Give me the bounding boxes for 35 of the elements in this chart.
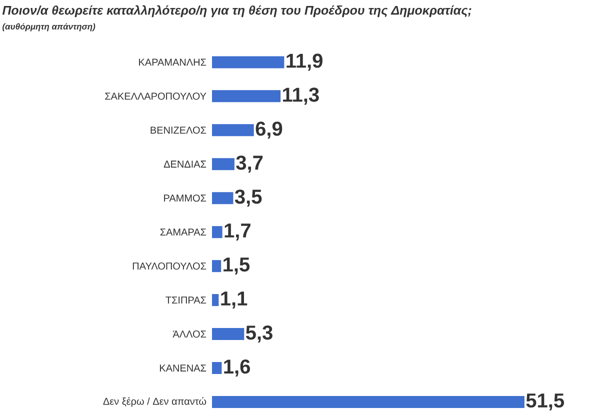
y-tick-label: ΚΑΡΑΜΑΝΛΗΣ: [139, 58, 206, 66]
data-label: 1,6: [224, 359, 250, 377]
y-tick-label: ΣΑΚΕΛΛΑΡΟΠΟΥΛΟΥ: [105, 92, 206, 100]
data-label: 1,5: [224, 258, 250, 274]
y-tick-label: ΒΕΝΙΖΕΛΟΣ: [150, 126, 206, 134]
data-label: 11,3: [283, 88, 319, 105]
bar: [212, 226, 222, 238]
bar: [212, 158, 234, 170]
y-tick-label: Δεν ξέρω / Δεν απαντώ: [103, 397, 206, 407]
y-tick-label: ΣΑΜΑΡΑΣ: [160, 228, 206, 236]
bar: [212, 396, 524, 408]
y-tick-label: ΠΑΥΛΟΠΟΥΛΟΣ: [132, 262, 206, 270]
data-label: 1,1: [221, 292, 248, 308]
bar: [212, 362, 222, 374]
data-label: 11,9: [286, 54, 322, 71]
y-tick-label: ΆΛΛΟΣ: [172, 330, 206, 338]
text: (αυθόρμητη απάντηση): [2, 23, 96, 32]
data-label: 51,5: [526, 394, 564, 410]
bar: [212, 124, 254, 136]
data-label: 1,7: [224, 224, 250, 241]
y-tick-label: ΚΑΝΕΝΑΣ: [160, 364, 206, 372]
data-label: 3,7: [236, 156, 263, 173]
bar: [212, 192, 234, 204]
data-label: 3,5: [234, 190, 262, 207]
bar: [212, 56, 284, 68]
chart-title: Ποιον/α θεωρείτε καταλληλότερο/η για τη θέση του Προέδρου της Δημοκρατίας;: [2, 5, 472, 18]
y-tick-label: ΔΕΝΔΙΑΣ: [164, 160, 206, 168]
data-label: 6,9: [256, 122, 282, 139]
bar: [212, 90, 281, 102]
bar: [212, 328, 244, 340]
bar: [212, 294, 219, 306]
data-label: 5,3: [246, 326, 272, 343]
y-tick-label: ΤΣΙΠΡΑΣ: [166, 296, 206, 304]
y-tick-label: ΡΑΜΜΟΣ: [164, 194, 206, 202]
bar: [212, 260, 222, 272]
